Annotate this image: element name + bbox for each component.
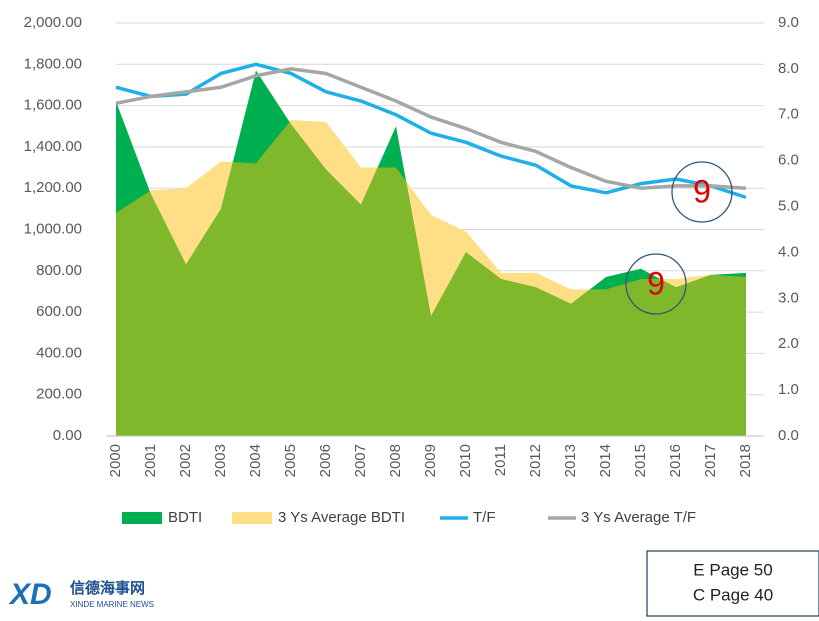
x-tick-label: 2008 xyxy=(387,444,404,477)
x-tick-label: 2015 xyxy=(632,444,649,477)
x-tick-label: 2011 xyxy=(492,444,509,476)
x-tick-label: 2003 xyxy=(212,444,229,477)
y2-tick-label: 0.0 xyxy=(778,427,799,444)
x-tick-label: 2012 xyxy=(527,444,544,477)
y2-tick-label: 1.0 xyxy=(778,381,799,398)
y2-tick-label: 5.0 xyxy=(778,198,799,215)
legend-swatch xyxy=(232,512,272,524)
logo-subtitle: XINDE MARINE NEWS xyxy=(70,600,154,609)
y2-tick-label: 9.0 xyxy=(778,14,799,31)
x-tick-label: 2004 xyxy=(247,444,264,477)
annotation: 9 xyxy=(647,265,665,301)
y-tick-label: 200.00 xyxy=(36,386,82,403)
x-tick-label: 2009 xyxy=(422,444,439,477)
y-tick-label: 1,600.00 xyxy=(24,97,82,114)
y2-tick-label: 8.0 xyxy=(778,60,799,77)
annotation-circle xyxy=(625,253,687,315)
x-tick-label: 2006 xyxy=(317,444,334,477)
legend-label: BDTI xyxy=(168,509,202,526)
y2-tick-label: 7.0 xyxy=(778,106,799,123)
y-tick-label: 600.00 xyxy=(36,303,82,320)
x-tick-label: 2001 xyxy=(142,444,159,477)
x-tick-label: 2017 xyxy=(702,444,719,477)
y-tick-label: 2,000.00 xyxy=(24,14,82,31)
x-tick-label: 2016 xyxy=(667,444,684,477)
page-ref-box xyxy=(646,550,819,617)
x-tick-label: 2007 xyxy=(352,444,369,477)
y-tick-label: 800.00 xyxy=(36,262,82,279)
y2-tick-label: 3.0 xyxy=(778,289,799,306)
x-tick-label: 2010 xyxy=(457,444,474,477)
x-tick-label: 2005 xyxy=(282,444,299,477)
x-tick-label: 2002 xyxy=(177,444,194,477)
page-ref: C Page 40 xyxy=(693,585,773,604)
logo-mark: XD xyxy=(8,578,52,611)
legend-swatch xyxy=(122,512,162,524)
logo-name: 信德海事网 xyxy=(70,579,145,597)
y-tick-label: 0.00 xyxy=(53,427,82,444)
y-tick-label: 1,200.00 xyxy=(24,179,82,196)
y-tick-label: 400.00 xyxy=(36,344,82,361)
y2-tick-label: 6.0 xyxy=(778,152,799,169)
y2-tick-label: 4.0 xyxy=(778,243,799,260)
plot-area: 0.00 200.00 400.00 600.00 800.00 1,000.00 1,20… xyxy=(24,14,799,526)
annotation: 9 xyxy=(693,173,711,209)
line xyxy=(115,62,747,200)
legend-label: T/F xyxy=(473,509,496,526)
x-tick-label: 2018 xyxy=(737,444,754,477)
y-tick-label: 1,000.00 xyxy=(24,220,82,237)
annotation-circle xyxy=(671,161,733,223)
x-tick-label: 2000 xyxy=(107,444,124,477)
y-tick-label: 1,400.00 xyxy=(24,138,82,155)
page-ref: E Page 50 xyxy=(693,560,772,579)
line xyxy=(115,67,747,190)
legend-label: 3 Ys Average T/F xyxy=(581,509,696,526)
legend-label: 3 Ys Average BDTI xyxy=(278,509,405,526)
x-tick-label: 2013 xyxy=(562,444,579,477)
y2-tick-label: 2.0 xyxy=(778,335,799,352)
x-tick-label: 2014 xyxy=(597,444,614,477)
y-tick-label: 1,800.00 xyxy=(24,55,82,72)
